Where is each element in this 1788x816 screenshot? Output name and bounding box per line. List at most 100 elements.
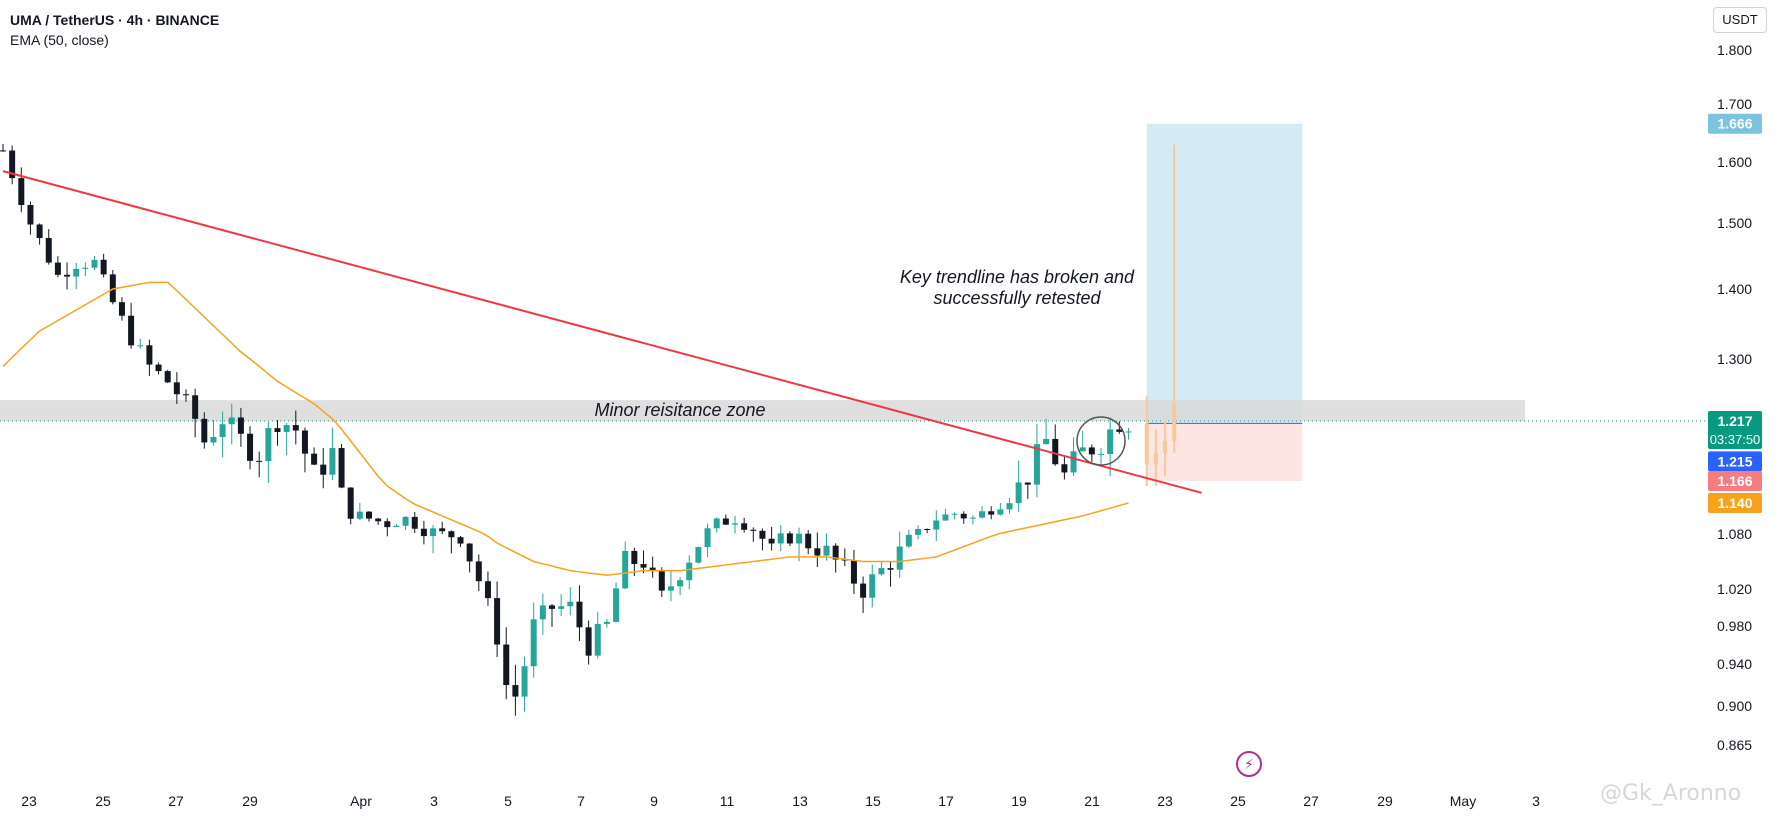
candle [292,410,299,445]
candle-body [1015,482,1022,504]
candle-body [320,464,327,475]
candle-body [1006,503,1013,510]
candle-body [732,523,738,525]
x-tick-label: 27 [168,793,184,809]
y-tick-label: 1.020 [1717,581,1752,597]
candle [27,201,34,235]
candle [732,515,738,534]
retest-circle [1076,416,1126,466]
candle-body [283,425,290,432]
candle [933,510,940,542]
candle [420,520,427,545]
candle [869,564,876,608]
candle-body [91,259,98,268]
candle [109,270,116,305]
candle [91,256,98,270]
badge-label: 1.666 [1717,116,1752,132]
candle [210,420,217,446]
candle [155,362,162,375]
candle [521,656,528,712]
candle-body [539,605,546,620]
candle-body [45,238,52,263]
candle-body [484,581,491,599]
candle [841,548,848,567]
candle [219,411,226,458]
candle-body [164,371,171,383]
y-tick-label: 1.800 [1717,42,1752,58]
lightning-icon[interactable]: ⚡ [1236,751,1262,777]
candle [18,167,25,213]
symbol-title[interactable]: UMA / TetherUS · 4h · BINANCE [10,12,220,28]
candle-body [594,623,601,656]
candle [613,582,620,623]
candle [677,577,684,596]
candle-body [201,418,208,443]
candle [878,561,885,576]
candle [301,427,308,473]
candle-body [1061,464,1068,473]
candle [997,503,1004,516]
candle-body [521,666,528,697]
candle [640,550,647,574]
candle-body [750,529,757,531]
candle [786,531,793,546]
candle [375,517,382,525]
candle [338,444,345,489]
candle [942,508,949,522]
candle [100,253,107,278]
candle [1088,444,1095,463]
x-tick-label: Apr [350,793,372,809]
candle-body [411,516,418,529]
candle-body [585,627,592,656]
candle [457,535,464,547]
y-tick-label: 0.900 [1717,698,1752,714]
x-tick-label: 21 [1084,793,1100,809]
candle-body [713,518,720,529]
candle [311,447,318,466]
candle [750,527,757,542]
candle [988,506,995,520]
candle-body [18,178,25,206]
candle [622,541,629,590]
candle [183,389,189,402]
candle-body [247,433,254,461]
candle [1006,498,1013,514]
x-tick-label: 19 [1011,793,1027,809]
candle-body [0,150,6,152]
candle-body [274,428,281,432]
candle [1079,430,1086,452]
candle [603,618,610,628]
candle [887,561,894,587]
candle-body [677,580,684,587]
candle [347,487,354,525]
candle [164,369,171,384]
candle-body [640,564,647,568]
candle [64,262,71,290]
candle [567,587,574,616]
candle-body [722,518,729,525]
candle-body [54,262,61,275]
candle-body [219,424,226,437]
candle [905,529,912,549]
candle [1070,437,1077,476]
candle [137,338,144,349]
currency-button[interactable]: USDT [1713,7,1767,33]
candle-body [448,531,455,538]
badge-label: 1.215 [1717,453,1752,469]
candle-body [741,523,748,530]
candle-body [457,537,464,544]
candle [36,223,43,245]
candle-body [173,382,180,395]
candle [448,530,455,554]
candle-body [292,425,299,431]
candle [466,543,473,573]
candle [1098,447,1104,467]
candle [283,422,290,456]
indicator-legend[interactable]: EMA (50, close) [10,32,109,48]
candle [704,523,711,558]
candle-body [558,606,565,609]
x-tick-label: 29 [242,793,258,809]
candle-body [503,644,510,686]
candle-body [183,394,189,396]
